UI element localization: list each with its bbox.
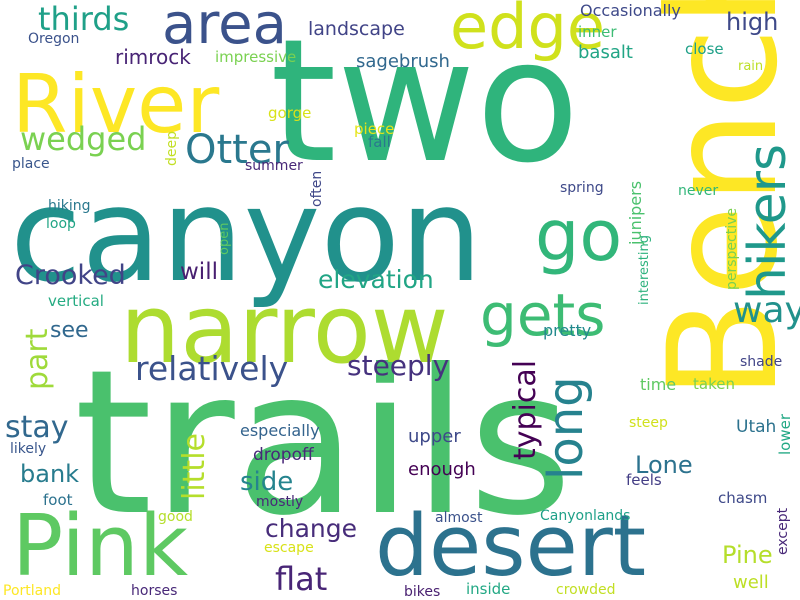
- word-flat: flat: [275, 560, 327, 598]
- word-hikers: hikers: [738, 144, 798, 300]
- word-deep: deep: [164, 131, 180, 166]
- word-especially: especially: [240, 421, 320, 440]
- word-typical: typical: [508, 360, 543, 460]
- word-river: River: [12, 58, 219, 151]
- word-change: change: [265, 514, 357, 543]
- word-canyonlands: Canyonlands: [540, 508, 630, 524]
- word-crooked: Crooked: [15, 260, 126, 291]
- word-inside: inside: [466, 580, 510, 598]
- word-thirds: thirds: [38, 0, 129, 38]
- word-wedged: wedged: [20, 120, 146, 158]
- word-occasionally: Occasionally: [580, 1, 681, 20]
- word-bank: bank: [20, 460, 79, 488]
- word-perspective: perspective: [724, 208, 740, 290]
- word-inner: inner: [578, 23, 617, 41]
- word-often: often: [309, 171, 325, 207]
- word-side: side: [240, 467, 293, 497]
- word-sagebrush: sagebrush: [356, 51, 450, 72]
- word-feels: feels: [626, 471, 662, 489]
- word-piece: piece: [354, 120, 394, 138]
- word-go: go: [535, 195, 622, 277]
- word-loop: loop: [46, 216, 76, 232]
- word-open: open: [217, 223, 232, 255]
- word-gorge: gorge: [268, 104, 311, 122]
- word-narrow: narrow: [120, 275, 449, 385]
- word-landscape: landscape: [308, 18, 405, 40]
- word-crowded: crowded: [556, 582, 616, 598]
- word-junipers: junipers: [626, 181, 645, 246]
- word-good: good: [158, 509, 193, 525]
- word-foot: foot: [43, 491, 73, 509]
- word-relatively: relatively: [135, 349, 288, 388]
- word-steeply: steeply: [347, 349, 449, 382]
- word-almost: almost: [435, 510, 483, 526]
- word-will: will: [180, 259, 218, 285]
- word-gets: gets: [480, 281, 605, 349]
- word-spring: spring: [560, 180, 604, 196]
- word-dropoff: dropoff: [253, 445, 315, 465]
- word-desert: desert: [375, 497, 646, 596]
- word-elevation: elevation: [318, 265, 434, 294]
- word-mostly: mostly: [256, 494, 303, 510]
- word-canyon: canyon: [10, 159, 482, 311]
- word-interesting: interesting: [637, 235, 652, 305]
- word-except: except: [775, 507, 791, 555]
- word-pink: Pink: [12, 497, 188, 596]
- word-hiking: hiking: [48, 198, 91, 214]
- word-taken: taken: [693, 375, 735, 393]
- word-two: two: [270, 3, 580, 201]
- word-lone: Lone: [635, 451, 693, 479]
- word-see: see: [50, 318, 89, 343]
- word-pretty: pretty: [543, 321, 591, 340]
- word-likely: likely: [10, 441, 46, 457]
- word-chasm: chasm: [718, 489, 767, 507]
- word-never: never: [678, 183, 718, 199]
- word-time: time: [640, 375, 676, 394]
- word-high: high: [726, 8, 778, 36]
- word-basalt: basalt: [578, 42, 633, 63]
- word-area: area: [162, 0, 287, 57]
- word-bench: Bench: [637, 0, 800, 400]
- word-steep: steep: [629, 415, 668, 431]
- word-rimrock: rimrock: [115, 45, 191, 69]
- word-impressive: impressive: [215, 48, 296, 66]
- word-long: long: [538, 376, 594, 480]
- word-utah: Utah: [736, 417, 776, 437]
- word-stay: stay: [5, 410, 69, 445]
- word-trails: trails: [74, 327, 573, 560]
- word-escape: escape: [264, 540, 314, 556]
- word-oregon: Oregon: [28, 31, 79, 47]
- word-horses: horses: [131, 583, 177, 599]
- word-way: way: [733, 290, 800, 331]
- word-portland: Portland: [3, 583, 61, 599]
- word-fall: fall: [368, 133, 391, 151]
- word-upper: upper: [408, 426, 461, 447]
- word-place: place: [12, 156, 50, 172]
- word-shade: shade: [740, 354, 782, 370]
- word-otter: Otter: [185, 127, 289, 173]
- word-rain: rain: [738, 59, 763, 74]
- word-close: close: [685, 40, 724, 58]
- word-little: little: [177, 433, 212, 500]
- word-enough: enough: [408, 459, 476, 480]
- word-pine: Pine: [722, 541, 773, 569]
- word-well: well: [733, 572, 769, 593]
- word-bikes: bikes: [404, 584, 440, 600]
- word-vertical: vertical: [48, 292, 104, 310]
- word-part: part: [20, 328, 55, 390]
- word-summer: summer: [245, 158, 303, 174]
- word-edge: edge: [450, 0, 605, 63]
- word-lower: lower: [776, 413, 794, 455]
